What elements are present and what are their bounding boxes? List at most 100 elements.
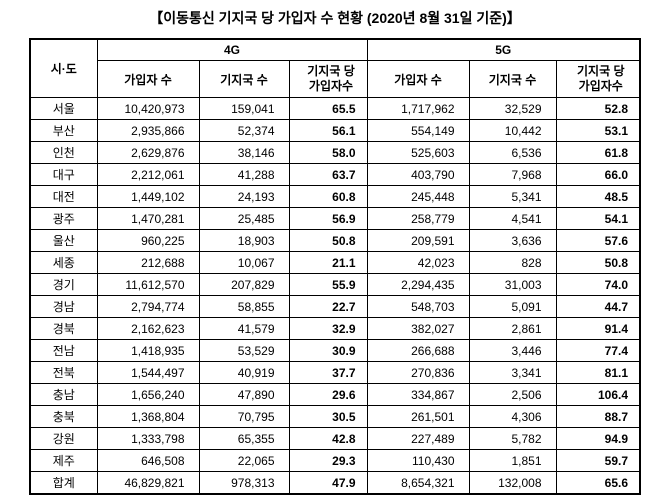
subscribers-cell: 212,688 [96, 251, 200, 274]
subscribers-per-station-cell: 56.9 [288, 207, 368, 230]
subscribers-per-station-cell: 55.9 [288, 273, 368, 296]
table-row: 경남 2,794,774 58,855 22.7 548,703 5,091 44.7 [29, 295, 641, 318]
stations-cell: 10,442 [468, 119, 557, 142]
subscribers-per-station-cell: 37.7 [288, 361, 368, 384]
stations-cell: 4,306 [468, 405, 557, 428]
stations-cell: 3,341 [468, 361, 557, 384]
subscribers-per-station-cell: 52.8 [555, 97, 641, 120]
subscribers-cell: 1,449,102 [96, 185, 200, 208]
subscribers-per-station-cell: 57.6 [555, 229, 641, 252]
table-row: 부산 2,935,866 52,374 56.1 554,149 10,442 53.1 [29, 119, 641, 142]
stations-cell: 53,529 [198, 339, 290, 362]
stations-cell: 1,851 [468, 449, 557, 472]
region-cell: 서울 [29, 97, 98, 120]
column-header-5g-stations: 기지국 수 [468, 60, 557, 98]
ratio-header-line1: 기지국 당 [577, 64, 625, 78]
stations-cell: 18,903 [198, 229, 290, 252]
subscribers-cell: 2,212,061 [96, 163, 200, 186]
subscribers-per-station-cell: 53.1 [555, 119, 641, 142]
stations-cell: 7,968 [468, 163, 557, 186]
subscribers-per-station-cell: 48.5 [555, 185, 641, 208]
table-header: 시·도 4G 5G 가입자 수 기지국 수 기지국 당 가입자수 가입자 수 기지… [29, 38, 641, 98]
region-cell: 경북 [29, 317, 98, 340]
stations-cell: 22,065 [198, 449, 290, 472]
subscribers-per-station-cell: 58.0 [288, 141, 368, 164]
table-row: 세종 212,688 10,067 21.1 42,023 828 50.8 [29, 251, 641, 274]
subscribers-per-station-cell: 65.5 [288, 97, 368, 120]
region-cell: 충북 [29, 405, 98, 428]
stations-cell: 828 [468, 251, 557, 274]
subscribers-per-station-table: 시·도 4G 5G 가입자 수 기지국 수 기지국 당 가입자수 가입자 수 기지… [29, 38, 641, 495]
subscribers-per-station-cell: 32.9 [288, 317, 368, 340]
stations-cell: 38,146 [198, 141, 290, 164]
stations-cell: 41,579 [198, 317, 290, 340]
stations-cell: 2,506 [468, 383, 557, 406]
subscribers-per-station-cell: 81.1 [555, 361, 641, 384]
column-header-5g-subscribers: 가입자 수 [366, 60, 470, 98]
subscribers-cell: 11,612,570 [96, 273, 200, 296]
subscribers-per-station-cell: 94.9 [555, 427, 641, 450]
subscribers-per-station-cell: 63.7 [288, 163, 368, 186]
subscribers-cell: 1,368,804 [96, 405, 200, 428]
region-cell: 부산 [29, 119, 98, 142]
subscribers-per-station-cell: 50.8 [288, 229, 368, 252]
stations-cell: 3,636 [468, 229, 557, 252]
region-cell: 제주 [29, 449, 98, 472]
subscribers-cell: 1,470,281 [96, 207, 200, 230]
column-header-4g-stations: 기지국 수 [198, 60, 290, 98]
subscribers-per-station-cell: 47.9 [288, 471, 368, 495]
ratio-header-line1: 기지국 당 [307, 64, 355, 78]
region-cell: 대전 [29, 185, 98, 208]
subscribers-cell: 2,935,866 [96, 119, 200, 142]
region-cell: 광주 [29, 207, 98, 230]
stations-cell: 132,008 [468, 471, 557, 495]
subscribers-cell: 1,418,935 [96, 339, 200, 362]
subscribers-cell: 548,703 [366, 295, 470, 318]
page-title: 【이동통신 기지국 당 가입자 수 현황 (2020년 8월 31일 기준)】 [149, 10, 521, 26]
subscribers-cell: 8,654,321 [366, 471, 470, 495]
subscribers-per-station-cell: 66.0 [555, 163, 641, 186]
subscribers-cell: 270,836 [366, 361, 470, 384]
column-header-5g-ratio: 기지국 당 가입자수 [555, 60, 641, 98]
table-row: 전북 1,544,497 40,919 37.7 270,836 3,341 81.1 [29, 361, 641, 384]
subscribers-per-station-cell: 56.1 [288, 119, 368, 142]
subscribers-per-station-cell: 22.7 [288, 295, 368, 318]
stations-cell: 31,003 [468, 273, 557, 296]
stations-cell: 65,355 [198, 427, 290, 450]
table-row: 대전 1,449,102 24,193 60.8 245,448 5,341 48.5 [29, 185, 641, 208]
subscribers-per-station-cell: 106.4 [555, 383, 641, 406]
subscribers-per-station-cell: 29.3 [288, 449, 368, 472]
subscribers-per-station-cell: 61.8 [555, 141, 641, 164]
stations-cell: 58,855 [198, 295, 290, 318]
subscribers-cell: 42,023 [366, 251, 470, 274]
total-row: 합계 46,829,821 978,313 47.9 8,654,321 132,008 6… [29, 471, 641, 495]
table-row: 충북 1,368,804 70,795 30.5 261,501 4,306 88.7 [29, 405, 641, 428]
ratio-header-line2: 가입자수 [308, 79, 354, 93]
region-cell: 경남 [29, 295, 98, 318]
table-row: 인천 2,629,876 38,146 58.0 525,603 6,536 61.8 [29, 141, 641, 164]
subscribers-cell: 2,794,774 [96, 295, 200, 318]
region-cell: 충남 [29, 383, 98, 406]
subscribers-per-station-cell: 30.9 [288, 339, 368, 362]
subscribers-cell: 209,591 [366, 229, 470, 252]
stations-cell: 5,341 [468, 185, 557, 208]
subscribers-cell: 261,501 [366, 405, 470, 428]
stations-cell: 4,541 [468, 207, 557, 230]
region-cell: 전북 [29, 361, 98, 384]
stations-cell: 52,374 [198, 119, 290, 142]
subscribers-cell: 646,508 [96, 449, 200, 472]
column-header-4g-ratio: 기지국 당 가입자수 [288, 60, 368, 98]
subscribers-per-station-cell: 21.1 [288, 251, 368, 274]
ratio-header-line2: 가입자수 [578, 79, 623, 93]
subscribers-cell: 403,790 [366, 163, 470, 186]
stations-cell: 5,091 [468, 295, 557, 318]
column-header-region: 시·도 [29, 38, 98, 98]
region-cell: 인천 [29, 141, 98, 164]
subscribers-cell: 227,489 [366, 427, 470, 450]
subscribers-per-station-cell: 77.4 [555, 339, 641, 362]
stations-cell: 2,861 [468, 317, 557, 340]
table-row: 경북 2,162,623 41,579 32.9 382,027 2,861 91.4 [29, 317, 641, 340]
subscribers-cell: 1,544,497 [96, 361, 200, 384]
stations-cell: 24,193 [198, 185, 290, 208]
